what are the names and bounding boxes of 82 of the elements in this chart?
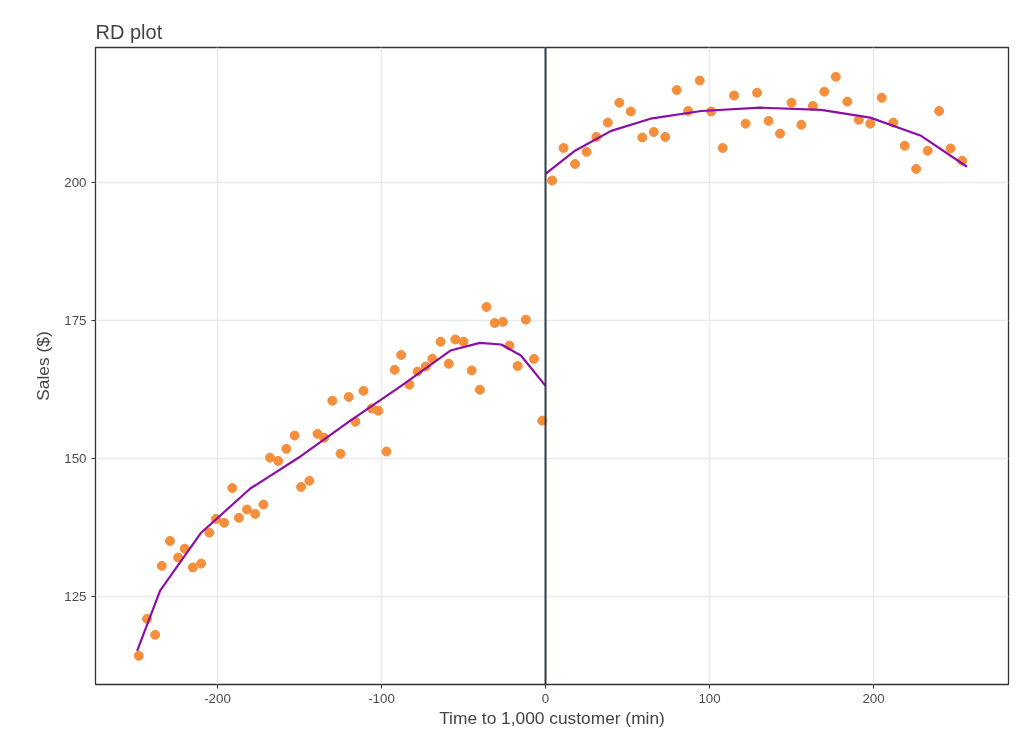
point bbox=[637, 132, 648, 143]
point bbox=[497, 316, 508, 327]
point bbox=[842, 96, 853, 107]
point bbox=[481, 301, 492, 312]
point bbox=[196, 558, 207, 569]
point bbox=[520, 314, 531, 325]
point bbox=[265, 452, 275, 463]
point bbox=[156, 560, 167, 571]
point bbox=[458, 336, 469, 347]
point bbox=[233, 512, 244, 523]
point bbox=[443, 358, 454, 369]
point bbox=[281, 443, 292, 454]
point bbox=[717, 142, 728, 153]
point bbox=[273, 455, 284, 466]
y-tick-label: 125 bbox=[64, 589, 87, 605]
point bbox=[648, 126, 659, 137]
point bbox=[389, 364, 400, 375]
chart-title: RD plot bbox=[95, 20, 163, 43]
point bbox=[786, 97, 797, 108]
point bbox=[830, 71, 841, 82]
point bbox=[796, 119, 807, 130]
point bbox=[219, 517, 230, 528]
point bbox=[381, 446, 392, 457]
point bbox=[164, 535, 175, 546]
y-tick-label: 150 bbox=[64, 451, 87, 467]
x-tick-label: -100 bbox=[368, 690, 395, 706]
point bbox=[150, 629, 161, 640]
point bbox=[865, 118, 876, 129]
x-tick-label: -200 bbox=[204, 690, 231, 706]
y-tick-label: 175 bbox=[64, 313, 87, 329]
point bbox=[876, 92, 887, 103]
point bbox=[752, 87, 763, 98]
point bbox=[694, 75, 705, 86]
point bbox=[934, 105, 945, 116]
y-tick-label: 200 bbox=[64, 175, 87, 191]
point bbox=[373, 405, 384, 416]
point bbox=[529, 353, 540, 364]
x-tick-label: 0 bbox=[541, 690, 550, 706]
point bbox=[250, 508, 261, 519]
point bbox=[671, 85, 682, 95]
y-axis-title: Sales ($) bbox=[33, 331, 54, 401]
point bbox=[296, 481, 307, 492]
point bbox=[173, 552, 184, 563]
point bbox=[474, 384, 485, 395]
point bbox=[242, 504, 253, 515]
point bbox=[435, 336, 446, 347]
point bbox=[133, 650, 144, 661]
point bbox=[625, 106, 636, 117]
point bbox=[466, 365, 477, 376]
x-tick-label: 100 bbox=[698, 690, 721, 706]
point bbox=[258, 499, 269, 510]
point bbox=[304, 475, 315, 486]
point bbox=[763, 115, 774, 126]
point bbox=[819, 86, 830, 97]
point bbox=[911, 163, 922, 174]
point bbox=[899, 140, 910, 151]
point bbox=[547, 175, 558, 186]
point bbox=[558, 142, 569, 153]
point bbox=[581, 146, 592, 157]
point bbox=[729, 90, 740, 101]
point bbox=[775, 128, 786, 139]
point bbox=[227, 483, 238, 493]
point bbox=[489, 317, 500, 328]
point bbox=[204, 527, 215, 538]
point bbox=[602, 117, 613, 128]
point bbox=[358, 385, 369, 396]
point bbox=[570, 158, 581, 169]
x-tick-label: 200 bbox=[862, 690, 885, 706]
point bbox=[327, 395, 338, 406]
x-axis-title: Time to 1,000 customer (min) bbox=[439, 707, 665, 728]
point bbox=[512, 361, 523, 371]
point bbox=[922, 145, 933, 156]
point bbox=[396, 349, 407, 360]
point bbox=[450, 334, 461, 345]
point bbox=[335, 448, 346, 459]
point bbox=[289, 430, 300, 441]
point bbox=[614, 97, 625, 108]
point bbox=[187, 562, 198, 573]
point bbox=[945, 143, 956, 154]
point bbox=[660, 131, 671, 142]
point bbox=[740, 118, 751, 129]
point bbox=[343, 391, 354, 402]
